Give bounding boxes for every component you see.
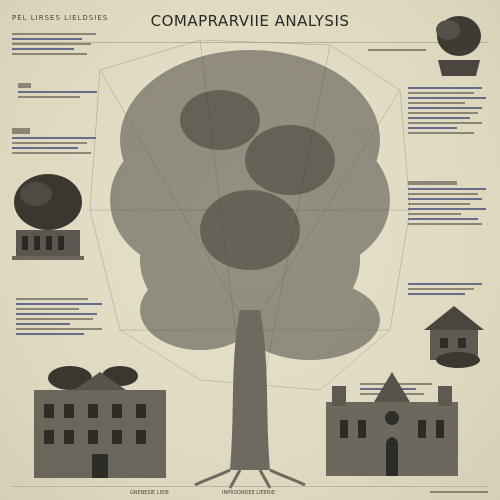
- left-text-block-1: [12, 30, 100, 58]
- tree-building-icon: [12, 174, 84, 260]
- right-text-block-2: [408, 84, 490, 137]
- footer-rule: [12, 486, 488, 487]
- page-title: COMAPRARVIIE ANALYSIS: [150, 12, 350, 30]
- building-icon: [34, 366, 166, 478]
- right-text-block-4: [408, 280, 490, 298]
- footer-center-caption: INPRSONDEE LIEERIE: [222, 490, 275, 496]
- tree-illustration: [89, 39, 411, 489]
- right-text-block-3: [408, 178, 490, 228]
- tree-on-rock-icon: [436, 16, 481, 76]
- left-text-block-4: [16, 295, 106, 338]
- footer-right-text: [430, 488, 488, 496]
- header-rule: [12, 42, 488, 43]
- cathedral-icon: [326, 372, 458, 476]
- footer-left-caption: GRENESIE LIEIE: [130, 490, 169, 496]
- right-text-block-1: [368, 46, 426, 54]
- header-left-label: PEL LIRSES LIELDSIES: [12, 14, 109, 22]
- left-text-block-3: [12, 125, 100, 157]
- house-icon: [424, 306, 484, 368]
- left-text-block-2: [18, 80, 106, 101]
